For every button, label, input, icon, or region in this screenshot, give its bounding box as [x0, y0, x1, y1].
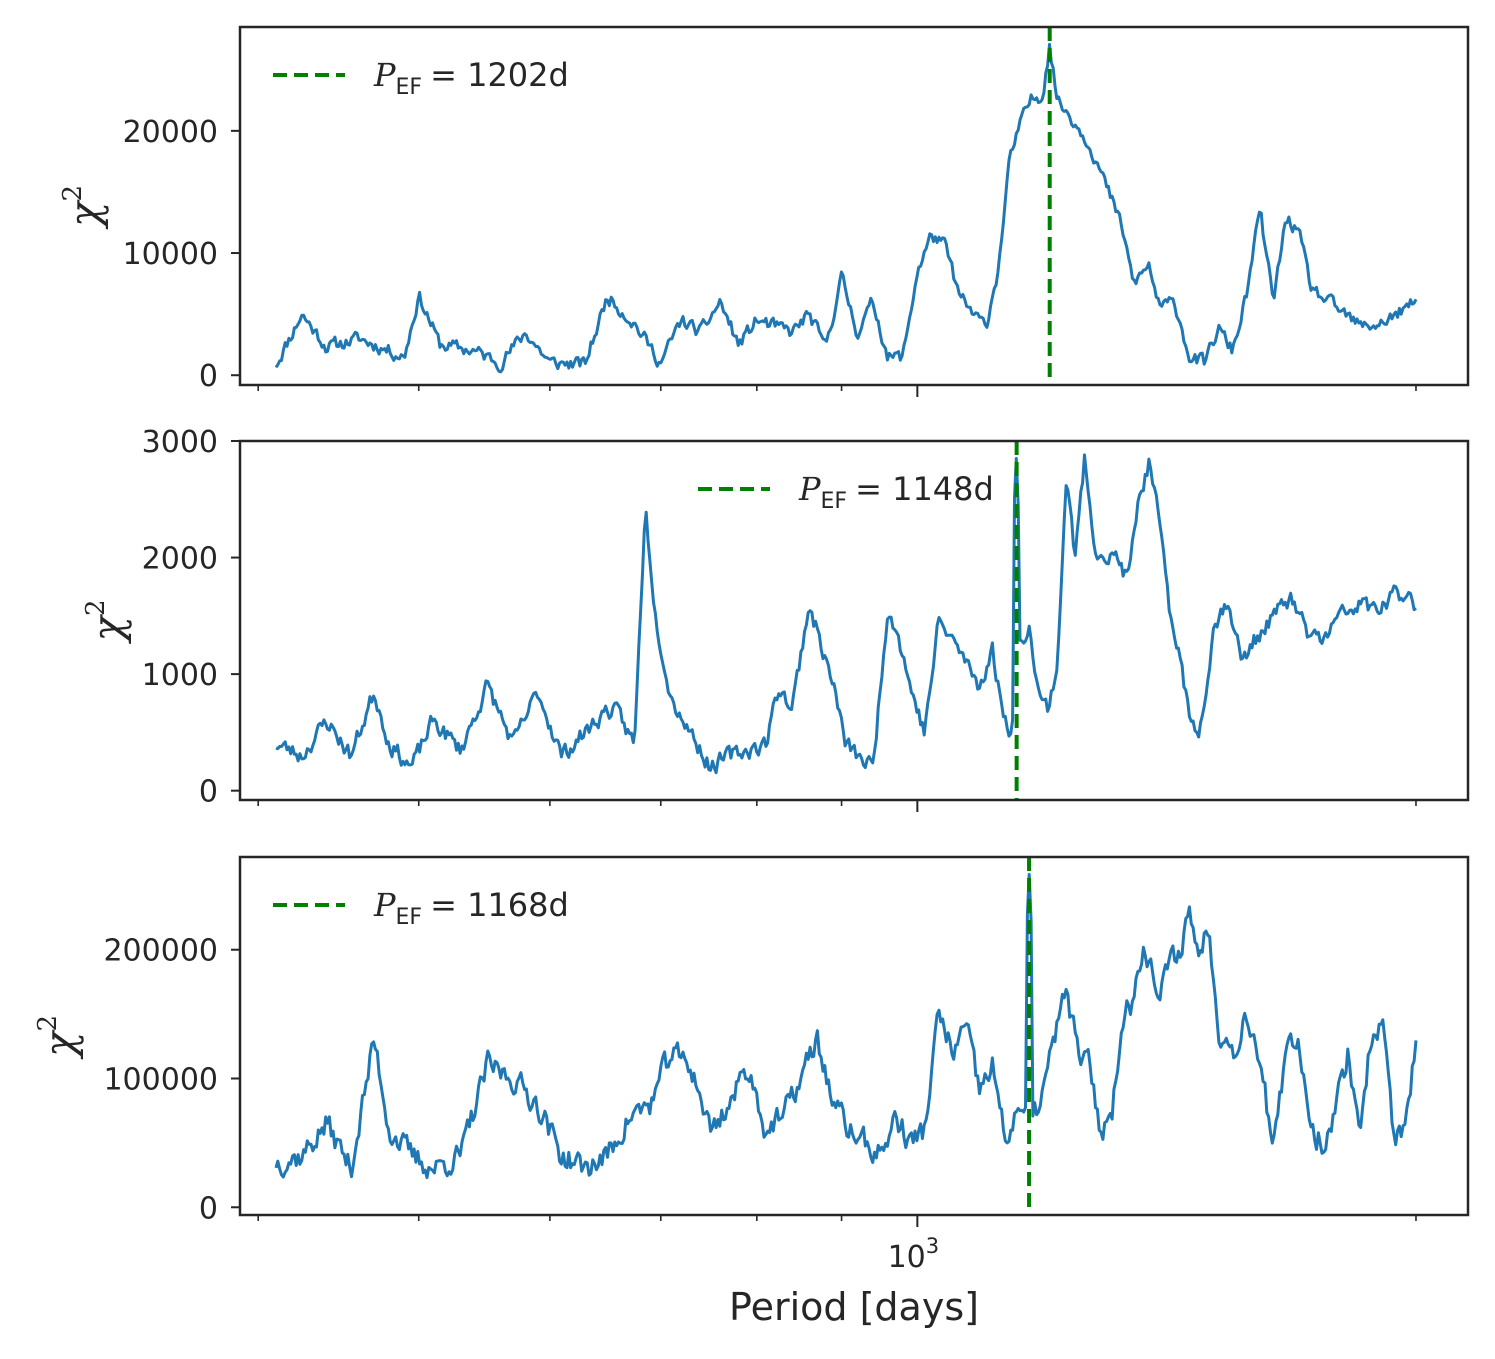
- legend: PEF = 1202d: [273, 56, 569, 100]
- panel-1: 0 10000 20000 χ2 PEF = 1202d: [58, 25, 1470, 397]
- chi2-series-line: [274, 42, 1418, 374]
- panel-2: 0 1000 2000 3000 χ2 PEF = 1148d: [81, 425, 1470, 812]
- y-tick-label: 3000: [142, 425, 218, 460]
- y-tick-label: 20000: [123, 115, 218, 150]
- y-tick-label: 1000: [142, 658, 218, 693]
- y-axis-label: χ2: [33, 1015, 84, 1060]
- y-tick-label: 200000: [103, 934, 218, 969]
- axes-frame: [238, 25, 1470, 387]
- axes-frame: [238, 439, 1470, 802]
- legend-label: PEF = 1168d: [373, 886, 569, 930]
- axes-frame: [238, 855, 1470, 1217]
- y-tick-label: 2000: [142, 542, 218, 577]
- legend: PEF = 1148d: [698, 470, 994, 514]
- x-tick-label: 103: [888, 1234, 940, 1275]
- y-axis-label: χ2: [58, 185, 109, 230]
- panel-3: 0 100000 200000 103 χ2 PEF = 1168d: [33, 855, 1470, 1275]
- legend-label: PEF = 1148d: [798, 470, 994, 514]
- y-tick-label: 10000: [123, 237, 218, 272]
- y-tick-label: 100000: [103, 1062, 218, 1097]
- legend: PEF = 1168d: [273, 886, 569, 930]
- x-axis-title: Period [days]: [729, 1285, 979, 1329]
- legend-label: PEF = 1202d: [373, 56, 569, 100]
- y-tick-label: 0: [199, 1191, 218, 1226]
- chi2-series-line: [274, 873, 1418, 1180]
- y-tick-label: 0: [199, 775, 218, 810]
- y-axis-label: χ2: [81, 600, 132, 645]
- chi2-series-line: [275, 453, 1417, 775]
- y-tick-label: 0: [199, 359, 218, 394]
